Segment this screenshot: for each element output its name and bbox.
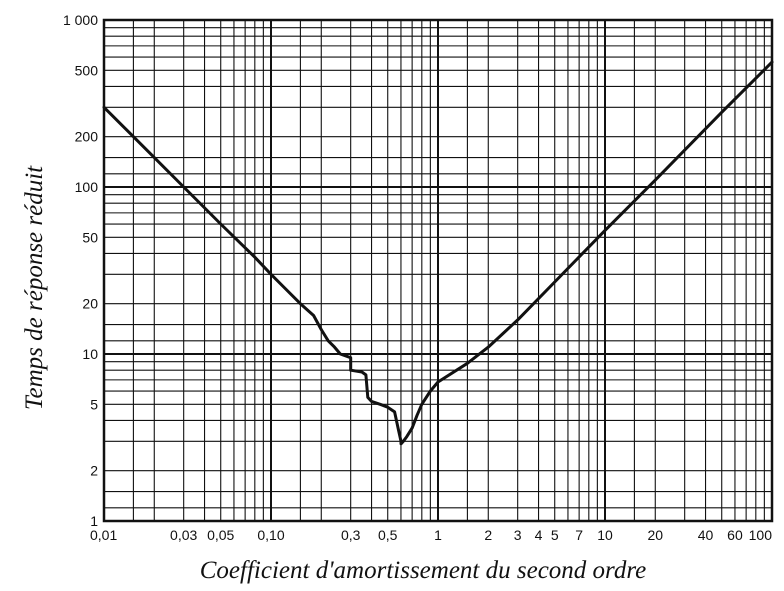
x-tick-label: 40: [698, 527, 714, 543]
x-tick-label: 4: [535, 527, 543, 543]
series-line: [102, 60, 774, 446]
x-tick-label: 0,5: [378, 527, 398, 543]
series-layer: [102, 60, 774, 446]
x-tick-label: 7: [575, 527, 583, 543]
y-tick-labels: 1 2 5 10 20 50 100 200 500 1 000: [63, 12, 98, 529]
x-tick-label: 0,05: [207, 527, 234, 543]
x-tick-labels: 0,01 0,03 0,05 0,10 0,3 0,5 1 2 3 4 5 7 10 20 40 60 100: [90, 527, 772, 543]
x-tick-label: 1: [434, 527, 442, 543]
y-axis-title: Temps de réponse réduit: [21, 165, 48, 410]
x-tick-label: 2: [484, 527, 492, 543]
y-tick-label: 2: [90, 463, 98, 479]
y-tick-label: 1 000: [63, 12, 98, 28]
y-tick-label: 200: [75, 129, 99, 145]
x-tick-label: 3: [514, 527, 522, 543]
y-tick-label: 500: [75, 62, 99, 78]
x-tick-label: 100: [749, 527, 773, 543]
x-tick-label: 0,01: [90, 527, 117, 543]
x-axis-title: Coefficient d'amortissement du second or…: [200, 557, 646, 584]
y-tick-label: 5: [90, 396, 98, 412]
y-tick-label: 20: [82, 296, 98, 312]
x-tick-label: 0,10: [257, 527, 284, 543]
x-tick-label: 20: [647, 527, 663, 543]
y-tick-label: 50: [82, 229, 98, 245]
x-tick-label: 10: [597, 527, 613, 543]
y-tick-label: 1: [90, 513, 98, 529]
x-tick-label: 0,03: [170, 527, 197, 543]
x-tick-label: 60: [727, 527, 743, 543]
y-tick-label: 10: [82, 346, 98, 362]
grid: [103, 20, 772, 522]
y-tick-label: 100: [75, 179, 99, 195]
x-tick-label: 0,3: [341, 527, 361, 543]
x-tick-label: 5: [551, 527, 559, 543]
plot-frame: [102, 18, 774, 523]
